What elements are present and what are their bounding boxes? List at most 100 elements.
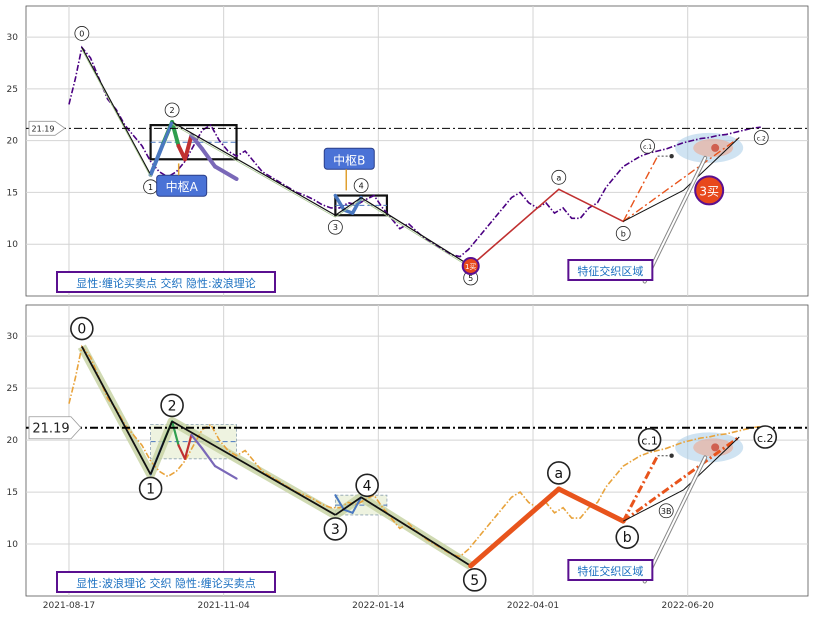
- hline-label: 21.19: [32, 124, 55, 133]
- feature-zone-box: [567, 559, 654, 581]
- pivot-a-stroke: [213, 464, 238, 480]
- pivot-a-stroke: [200, 146, 218, 169]
- wave-shadow: [81, 49, 151, 178]
- correction-segment: [469, 188, 560, 267]
- legend-box: [56, 271, 276, 293]
- legend-text: 显性:波浪理论 交织 隐性:缠论买卖点: [76, 576, 255, 590]
- b-to-3b-line: [623, 189, 684, 222]
- pivot-label: 中枢B: [333, 152, 365, 167]
- wave-up-stroke: [149, 121, 174, 176]
- wave-point-label: c.1: [643, 144, 652, 151]
- wave-point-marker: [615, 525, 640, 549]
- wave-point-marker: [551, 169, 567, 185]
- wave-point-marker: [164, 102, 180, 118]
- wave-point-label: 1: [148, 183, 153, 192]
- wave-segment: [81, 47, 152, 176]
- wave-point-label: 0: [79, 29, 84, 38]
- wave-point-label: 5: [470, 573, 479, 589]
- pivot-a-stroke: [190, 433, 204, 450]
- wave-shadow: [360, 199, 471, 269]
- x-tick-label: 2021-08-17: [43, 601, 95, 611]
- hline-tag: 21.19: [28, 416, 82, 440]
- wave-segment: [360, 496, 472, 567]
- wave-point-marker: [160, 393, 184, 418]
- wave-point-marker: [323, 517, 348, 541]
- wave-point-label: c.2: [757, 136, 766, 143]
- x-tick-label: 2022-06-20: [662, 601, 715, 611]
- x-tick-label: 2021-11-04: [197, 601, 250, 611]
- signal-label: 3买: [699, 184, 719, 198]
- pivot-label: 中枢A: [166, 179, 199, 194]
- feature-zone-box: [567, 259, 654, 281]
- feature-zone-label: 特征交织区域: [577, 564, 643, 578]
- pivot-b-stroke: [351, 496, 363, 514]
- signal-marker: [658, 503, 674, 519]
- wave-point-label: 3: [333, 223, 338, 232]
- c1-dot: [669, 453, 674, 458]
- signal-label: 3B: [661, 507, 672, 516]
- pivot-a-stroke: [177, 444, 187, 460]
- wave-point-label: 0: [77, 322, 86, 338]
- wave-point-marker: [74, 26, 90, 41]
- pivot-a-stroke: [183, 433, 193, 460]
- wave-point-label: c.1: [641, 435, 658, 448]
- c2-branch: [622, 136, 740, 222]
- hline-tag-box: [28, 416, 82, 440]
- zone-pointer: [643, 156, 707, 283]
- wave-point-marker: [138, 476, 163, 501]
- price-series-line: [68, 45, 761, 258]
- hline-label: 21.19: [32, 422, 69, 437]
- wave-segment: [149, 421, 173, 475]
- pivot-a-stroke: [189, 133, 205, 151]
- c1-dot: [669, 153, 674, 159]
- signal-marker: [694, 175, 725, 206]
- wave-point-marker: [753, 425, 778, 449]
- wave-point-marker: [615, 226, 631, 241]
- correction-segment: [557, 188, 625, 223]
- pivot-a-stroke: [170, 420, 180, 447]
- wave-point-label: a: [556, 173, 561, 182]
- wave-shadow: [171, 123, 336, 218]
- hline-tag: 21.19: [28, 120, 66, 136]
- wave-point-marker: [355, 473, 379, 498]
- wave-segment: [81, 346, 152, 475]
- x-tick-label: 2022-01-14: [352, 601, 405, 611]
- wave-point-marker: [637, 427, 662, 452]
- correction-segment: [556, 486, 626, 524]
- wave-point-marker: [353, 178, 369, 194]
- y-tick-label: 30: [7, 33, 19, 43]
- wave-point-label: 1: [146, 481, 155, 497]
- wave-point-label: b: [621, 229, 626, 238]
- wave-segment: [171, 420, 336, 516]
- pivot-label-box: [156, 174, 208, 197]
- wave-point-label: 2: [168, 398, 177, 414]
- wave-shadow: [335, 199, 362, 218]
- correction-segment: [468, 486, 562, 569]
- wave-point-label: b: [623, 530, 632, 546]
- feature-zone-center: [711, 443, 720, 452]
- pivot-b-stroke: [342, 508, 354, 514]
- legend-box: [56, 571, 276, 593]
- wave-point-marker: [327, 219, 343, 235]
- signal-marker: [461, 256, 480, 275]
- wave-point-marker: [70, 316, 94, 341]
- c1-branch: [621, 454, 659, 522]
- zone-pointer: [643, 456, 707, 583]
- y-tick-label: 20: [7, 137, 19, 147]
- wave-segment: [335, 197, 362, 216]
- wave-point-label: 4: [363, 478, 372, 494]
- pivot-a-stroke: [182, 133, 194, 162]
- hline-tag-box: [28, 120, 66, 136]
- b-to-3b-line: [623, 489, 684, 522]
- legend-text: 显性:缠论买卖点 交织 隐性:波浪理论: [76, 276, 255, 290]
- wave-point-marker: [546, 461, 571, 485]
- wave-point-label: c.2: [757, 432, 774, 445]
- y-tick-label: 20: [7, 436, 19, 446]
- wave-point-marker: [753, 130, 769, 145]
- wave-point-label: 4: [359, 182, 364, 191]
- wave-point-label: 5: [468, 274, 473, 283]
- wave-point-marker: [462, 568, 487, 592]
- feature-zone-label: 特征交织区域: [577, 264, 643, 278]
- panel-top: 10 15 20 25 30 21.19 0 1 2 3 4 5 a b c.1 c.2 中枢A 中枢B 1买 3买特…: [7, 5, 809, 297]
